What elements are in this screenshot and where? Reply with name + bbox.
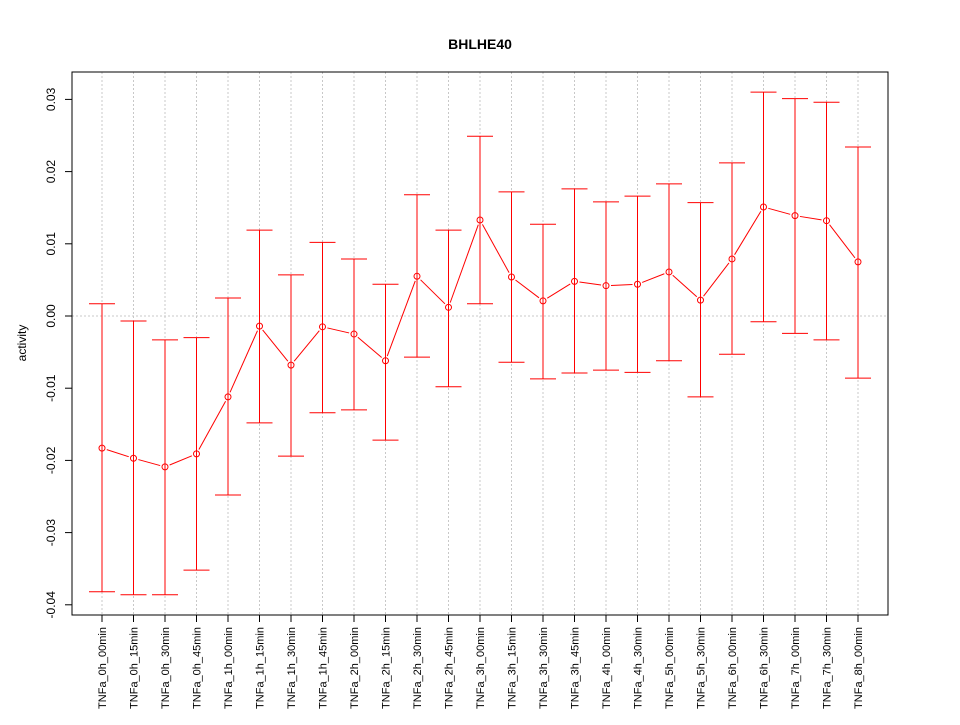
x-tick-label: TNFa_3h_45min <box>570 627 582 709</box>
data-point <box>539 297 547 305</box>
data-point <box>791 212 799 220</box>
x-tick-label: TNFa_7h_00min <box>790 627 802 709</box>
x-tick-label: TNFa_5h_00min <box>664 627 676 709</box>
x-tick-label: TNFa_1h_00min <box>223 627 235 709</box>
x-tick-label: TNFa_1h_15min <box>255 627 267 709</box>
y-tick-label: 0.02 <box>44 160 58 184</box>
data-point <box>508 273 515 281</box>
series-segment <box>829 224 856 259</box>
x-tick-label: TNFa_2h_00min <box>349 627 361 709</box>
series-segment <box>386 280 416 357</box>
series-segment <box>734 210 762 255</box>
series-segment <box>229 330 258 393</box>
x-tick-label: TNFa_4h_00min <box>601 627 613 709</box>
data-point <box>287 361 295 369</box>
x-tick-label: TNFa_7h_30min <box>822 627 834 709</box>
series-segment <box>703 262 730 297</box>
series-segment <box>546 283 571 299</box>
x-tick-label: TNFa_0h_30min <box>160 627 172 709</box>
series-segment <box>327 327 350 334</box>
data-point <box>823 217 830 225</box>
x-tick-label: TNFa_3h_30min <box>538 627 550 709</box>
series-segment <box>515 279 540 299</box>
data-point <box>413 272 421 280</box>
x-tick-label: TNFa_0h_15min <box>129 627 141 709</box>
data-point <box>728 255 736 263</box>
x-tick-label: TNFa_5h_30min <box>696 627 708 709</box>
series-activity <box>89 91 871 596</box>
x-tick-label: TNFa_4h_30min <box>633 627 645 709</box>
x-tick-label: TNFa_3h_15min <box>507 627 519 709</box>
x-tick-label: TNFa_8h_00min <box>853 627 865 709</box>
y-axis: -0.04 -0.03 -0.02 -0.01 0.00 0.01 0.02 0.03 <box>44 87 73 619</box>
y-tick-label: 0.00 <box>44 304 58 328</box>
data-point <box>602 282 610 290</box>
series-segment <box>449 224 479 303</box>
x-tick-label: TNFa_1h_30min <box>286 627 298 709</box>
data-point <box>476 216 484 224</box>
y-tick-label: -0.02 <box>44 446 58 474</box>
y-tick-label: -0.03 <box>44 519 58 547</box>
series-segment <box>768 207 791 215</box>
plot-frame <box>71 71 889 616</box>
x-tick-label: TNFa_0h_45min <box>192 627 204 709</box>
series-segment <box>579 281 602 286</box>
data-point <box>571 277 578 285</box>
x-tick-label: TNFa_1h_45min <box>318 627 330 709</box>
series-segment <box>672 274 698 298</box>
series-segment <box>641 273 665 283</box>
data-point <box>634 280 641 288</box>
data-point <box>161 463 169 471</box>
data-point <box>130 454 137 462</box>
series-segment <box>481 224 510 273</box>
chart-title: BHLHE40 <box>448 36 512 52</box>
series-segment <box>198 400 227 450</box>
data-point <box>382 357 389 365</box>
data-point <box>697 296 704 304</box>
x-tick-label: TNFa_3h_00min <box>475 627 487 709</box>
data-point <box>665 268 673 276</box>
y-tick-label: -0.04 <box>44 591 58 619</box>
data-point <box>98 444 106 452</box>
data-point <box>319 323 326 331</box>
x-axis: TNFa_0h_00min TNFa_0h_15min TNFa_0h_30min T… <box>97 615 865 709</box>
x-tick-label: TNFa_6h_00min <box>727 627 739 709</box>
x-tick-label: TNFa_2h_15min <box>381 627 393 709</box>
series-segment <box>262 329 289 362</box>
series-segment <box>138 459 161 467</box>
x-tick-label: TNFa_2h_30min <box>412 627 424 709</box>
y-tick-label: 0.03 <box>44 87 58 111</box>
data-point <box>224 393 232 401</box>
series-segment <box>357 336 383 358</box>
y-axis-label: activity <box>15 325 29 362</box>
y-tick-label: 0.01 <box>44 232 58 256</box>
x-tick-label: TNFa_0h_00min <box>97 627 109 709</box>
x-tick-label: TNFa_2h_45min <box>444 627 456 709</box>
series-segment <box>106 449 129 458</box>
series-segment <box>420 279 446 305</box>
series-segment <box>169 455 193 466</box>
y-tick-label: -0.01 <box>44 374 58 402</box>
data-point <box>445 303 452 311</box>
series-segment <box>799 215 822 221</box>
data-point <box>193 450 200 458</box>
series-segment <box>610 283 633 286</box>
data-point <box>854 258 862 266</box>
data-point <box>760 203 767 211</box>
data-point <box>256 322 263 330</box>
x-tick-label: TNFa_6h_30min <box>759 627 771 709</box>
series-segment <box>293 330 320 362</box>
data-point <box>350 330 358 338</box>
